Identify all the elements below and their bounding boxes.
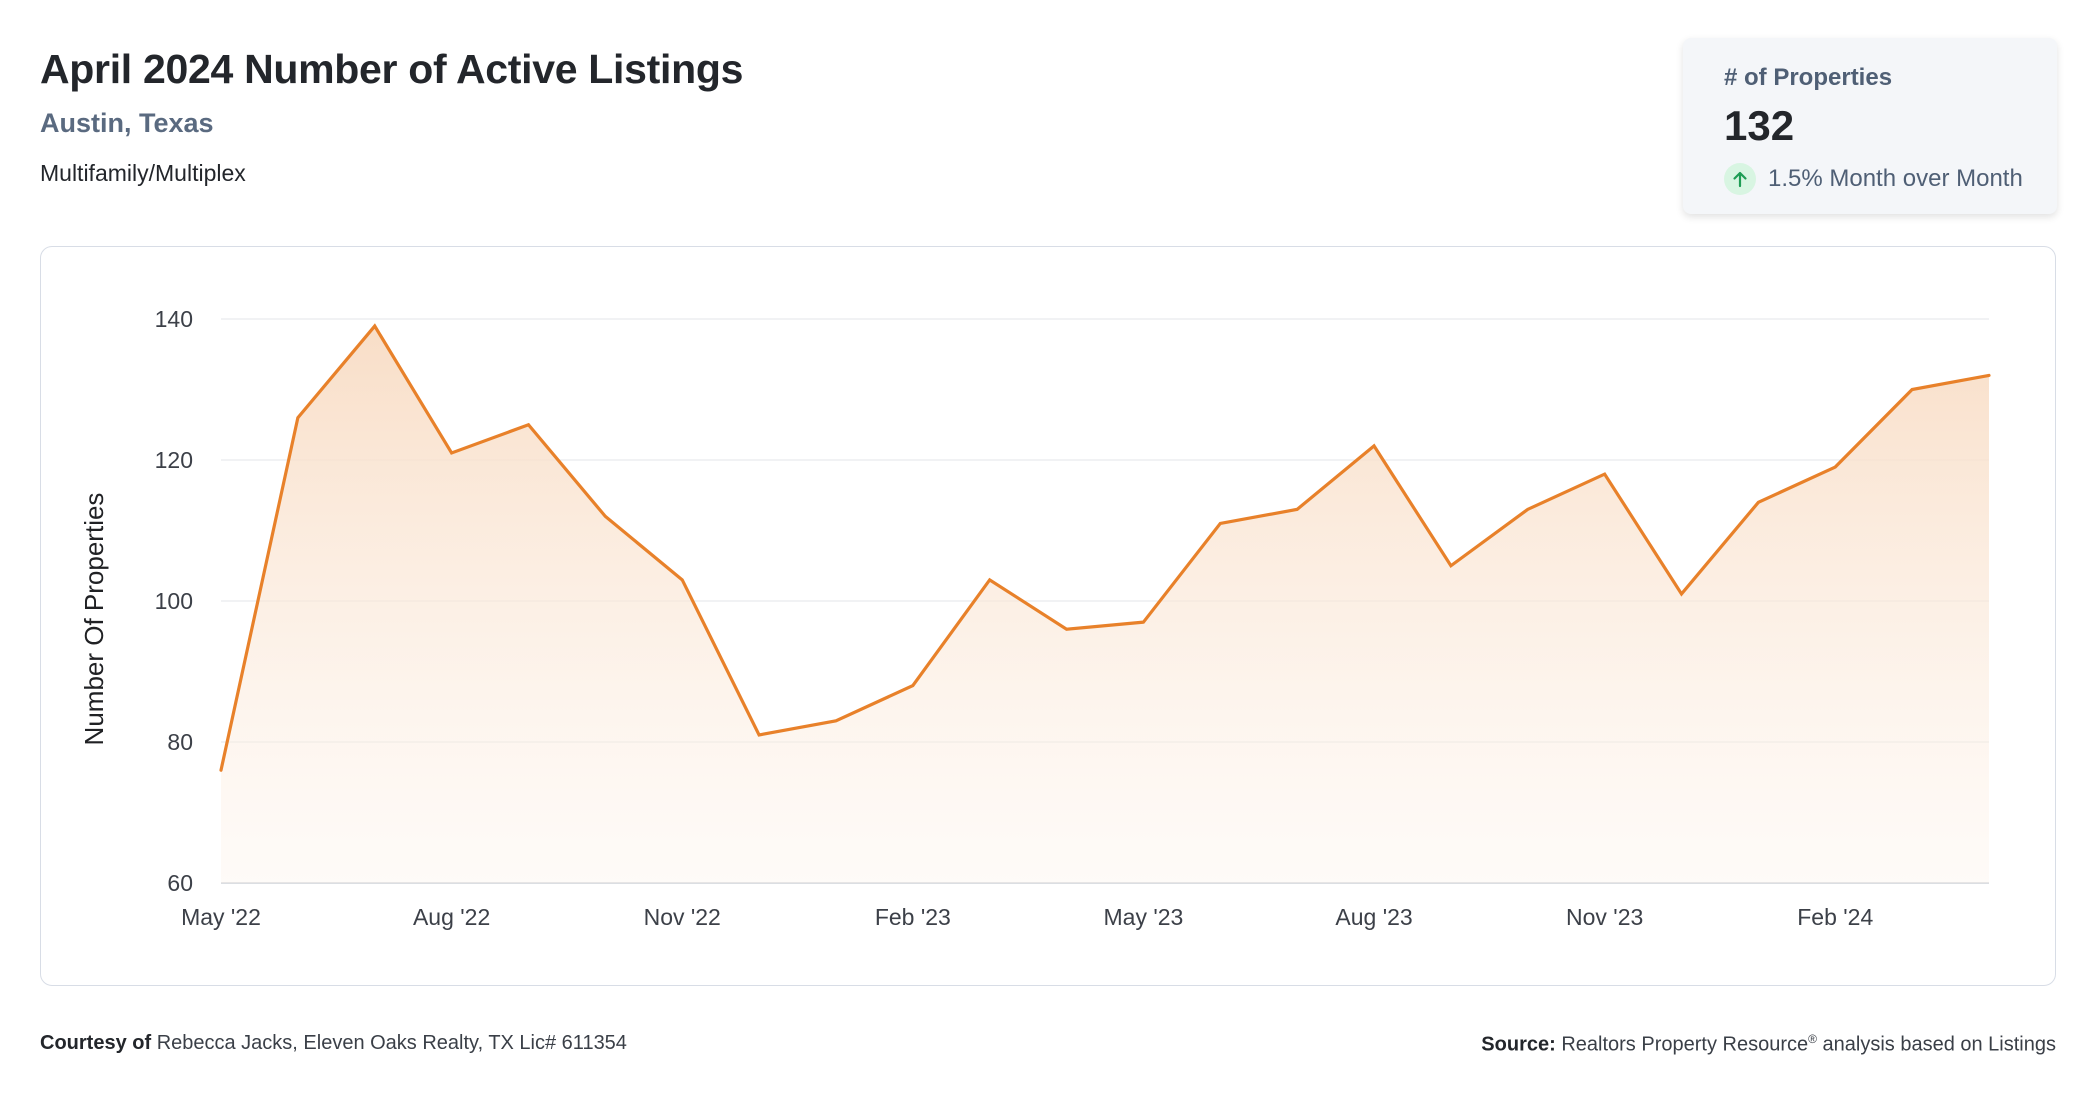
source-text-1: Realtors Property Resource xyxy=(1561,1033,1809,1056)
series-area-fill xyxy=(221,326,1989,883)
data-point[interactable] xyxy=(1215,518,1225,528)
source-label: Source: xyxy=(1481,1033,1556,1056)
data-point[interactable] xyxy=(600,511,610,521)
data-point[interactable] xyxy=(754,730,764,740)
kpi-card: # of Properties 132 1.5% Month over Mont… xyxy=(1683,38,2057,214)
chart-panel: 60 80 100 120 140 May '22 Aug '22 Nov '22 Feb '2… xyxy=(40,246,2056,986)
data-point[interactable] xyxy=(1907,385,1917,395)
data-point[interactable] xyxy=(447,448,457,458)
data-point[interactable] xyxy=(1523,504,1533,514)
x-tick-label: Feb '24 xyxy=(1797,904,1873,930)
x-tick-label: Nov '23 xyxy=(1566,904,1643,930)
x-tick-label: May '23 xyxy=(1104,904,1184,930)
x-tick-label: Aug '22 xyxy=(413,904,490,930)
data-point[interactable] xyxy=(1138,617,1148,627)
courtesy-label: Courtesy of xyxy=(40,1032,152,1054)
x-tick-label: Feb '23 xyxy=(875,904,951,930)
registered-mark: ® xyxy=(1808,1032,1817,1046)
y-tick-label: 100 xyxy=(155,588,193,614)
data-point[interactable] xyxy=(1677,589,1687,599)
y-tick-label: 140 xyxy=(155,306,193,332)
y-axis-label: Number Of Properties xyxy=(79,493,109,746)
data-point[interactable] xyxy=(1984,370,1994,380)
kpi-change-text: 1.5% Month over Month xyxy=(1768,165,2023,192)
line-chart: 60 80 100 120 140 May '22 Aug '22 Nov '22 Feb '2… xyxy=(79,306,1994,930)
data-point[interactable] xyxy=(908,681,918,691)
series-line xyxy=(219,323,1991,772)
y-tick-label: 60 xyxy=(167,870,193,896)
kpi-value: 132 xyxy=(1724,102,1795,149)
data-point[interactable] xyxy=(831,716,841,726)
source-footer: Source: Realtors Property Resource® anal… xyxy=(1481,1032,2056,1057)
kpi-label: # of Properties xyxy=(1724,64,1893,91)
page-title: April 2024 Number of Active Listings xyxy=(40,46,744,92)
property-category: Multifamily/Multiplex xyxy=(40,160,246,186)
location-subtitle: Austin, Texas xyxy=(40,108,214,138)
courtesy-text: Rebecca Jacks, Eleven Oaks Realty, TX Li… xyxy=(156,1032,627,1054)
data-point[interactable] xyxy=(677,575,687,585)
data-point[interactable] xyxy=(293,413,303,423)
data-point[interactable] xyxy=(1600,469,1610,479)
data-point[interactable] xyxy=(1292,504,1302,514)
y-tick-label: 80 xyxy=(167,729,193,755)
data-point[interactable] xyxy=(1369,441,1379,451)
x-tick-label: Aug '23 xyxy=(1335,904,1412,930)
x-tick-label: May '22 xyxy=(181,904,261,930)
data-point[interactable] xyxy=(1446,561,1456,571)
data-point[interactable] xyxy=(216,765,226,775)
y-tick-label: 120 xyxy=(155,447,193,473)
courtesy-footer: Courtesy of Rebecca Jacks, Eleven Oaks R… xyxy=(40,1032,627,1055)
x-tick-label: Nov '22 xyxy=(644,904,721,930)
data-point[interactable] xyxy=(1753,497,1763,507)
data-point[interactable] xyxy=(985,575,995,585)
data-point[interactable] xyxy=(370,321,380,331)
kpi-change: 1.5% Month over Month xyxy=(1724,162,2023,196)
arrow-up-icon xyxy=(1724,163,1756,195)
data-point[interactable] xyxy=(523,420,533,430)
data-point[interactable] xyxy=(1830,462,1840,472)
source-text-2: analysis based on Listings xyxy=(1822,1033,2056,1056)
data-point[interactable] xyxy=(1062,624,1072,634)
